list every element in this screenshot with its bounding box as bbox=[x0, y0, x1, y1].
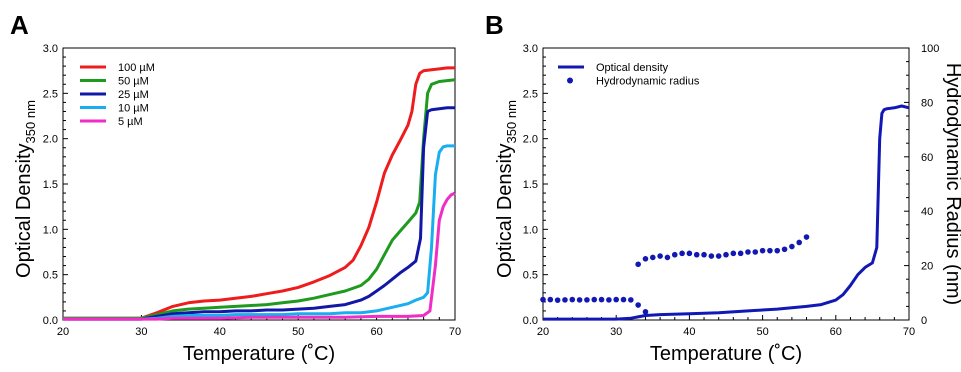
legend-label: Hydrodynamic radius bbox=[596, 76, 700, 88]
data-point bbox=[635, 261, 641, 268]
y-tick-label: 1.0 bbox=[523, 224, 538, 236]
legend-marker bbox=[567, 77, 573, 84]
data-point bbox=[547, 296, 554, 303]
data-point bbox=[540, 296, 546, 303]
data-point bbox=[671, 251, 678, 258]
x-tick-label: 70 bbox=[449, 326, 461, 338]
y-axis-label-sub: 350 nm bbox=[23, 100, 38, 143]
data-point bbox=[576, 297, 583, 303]
data-point bbox=[796, 239, 802, 246]
x-tick-label: 20 bbox=[57, 326, 69, 338]
data-point bbox=[591, 296, 598, 303]
data-point bbox=[803, 234, 810, 240]
data-point bbox=[759, 247, 766, 254]
x-tick-label: 30 bbox=[610, 326, 622, 338]
data-point bbox=[789, 243, 795, 250]
y2-tick-label: 40 bbox=[921, 206, 933, 218]
panel-a: A 20 30 40 50 60 70 0.0 0.5 1.0 1.5 2.0 2.5 3.0 Temper… bbox=[10, 10, 461, 365]
data-point bbox=[686, 250, 693, 257]
x-tick-label: 20 bbox=[537, 326, 549, 338]
y-tick-label: 0.5 bbox=[523, 270, 538, 282]
y-tick-label: 1.0 bbox=[43, 224, 58, 236]
legend-label: 50 µM bbox=[118, 76, 149, 88]
series-line bbox=[63, 191, 456, 321]
y-tick-label: 3.0 bbox=[43, 43, 58, 55]
panel-label: B bbox=[485, 10, 504, 40]
data-point bbox=[613, 296, 619, 303]
y2-axis-label: Hydrodynamic Radius (nm) bbox=[942, 63, 961, 305]
x-tick-label: 30 bbox=[135, 326, 147, 338]
data-point bbox=[774, 247, 781, 254]
data-point bbox=[715, 253, 722, 259]
data-point bbox=[628, 297, 634, 303]
series-line bbox=[63, 144, 455, 321]
y-tick-label: 1.5 bbox=[523, 179, 538, 191]
panel-label: A bbox=[10, 10, 29, 40]
x-axis-label: Temperature (˚C) bbox=[183, 343, 335, 365]
data-point bbox=[657, 253, 663, 259]
data-point bbox=[598, 296, 605, 303]
data-point bbox=[679, 250, 685, 257]
data-point bbox=[635, 302, 641, 308]
x-tick-label: 70 bbox=[903, 326, 915, 338]
data-point bbox=[650, 254, 656, 261]
data-point bbox=[781, 246, 788, 253]
y-tick-label: 2.5 bbox=[523, 88, 538, 100]
data-point bbox=[569, 296, 576, 303]
y-tick-label: 2.0 bbox=[523, 134, 538, 146]
x-tick-label: 40 bbox=[683, 326, 695, 338]
data-point bbox=[723, 251, 729, 258]
x-tick-label: 50 bbox=[292, 326, 304, 338]
data-point bbox=[693, 251, 700, 258]
series-line bbox=[543, 104, 910, 321]
y-axis-label-sub: 350 nm bbox=[504, 100, 519, 143]
y2-tick-label: 0 bbox=[921, 315, 927, 327]
y-tick-label: 2.5 bbox=[43, 88, 58, 100]
data-point bbox=[708, 253, 715, 259]
data-point bbox=[642, 255, 649, 262]
data-point bbox=[620, 296, 627, 303]
y-tick-label: 2.0 bbox=[43, 134, 58, 146]
y2-tick-label: 60 bbox=[921, 152, 933, 164]
y-tick-label: 0.0 bbox=[43, 315, 58, 327]
data-point bbox=[642, 309, 649, 315]
data-point bbox=[767, 247, 773, 254]
y-tick-label: 0.5 bbox=[43, 270, 58, 282]
x-tick-label: 60 bbox=[370, 326, 382, 338]
data-point bbox=[730, 250, 737, 257]
data-point bbox=[554, 297, 561, 303]
y-tick-label: 3.0 bbox=[523, 43, 538, 55]
panel-b: B 20 30 40 50 60 70 0.0 0.5 1.0 1.5 2.0 2.5 3.0 0 20 40 6… bbox=[485, 10, 961, 365]
legend-label: 5 µM bbox=[118, 116, 143, 128]
x-tick-label: 60 bbox=[830, 326, 842, 338]
series-line bbox=[63, 66, 455, 320]
y-tick-label: 1.5 bbox=[43, 179, 58, 191]
legend-label: 25 µM bbox=[118, 89, 149, 101]
x-tick-label: 50 bbox=[756, 326, 768, 338]
y-axis-label-main: Optical Density bbox=[13, 143, 35, 278]
y-axis-label: Optical Density350 nm bbox=[494, 100, 519, 278]
data-point bbox=[701, 251, 707, 258]
data-point bbox=[562, 297, 568, 303]
y2-tick-label: 100 bbox=[921, 43, 939, 55]
y2-tick-label: 20 bbox=[921, 261, 933, 273]
legend-label: 10 µM bbox=[118, 103, 149, 115]
data-point bbox=[606, 297, 612, 303]
x-tick-label: 40 bbox=[214, 326, 226, 338]
data-point bbox=[664, 254, 671, 261]
series-line bbox=[63, 106, 455, 321]
data-point bbox=[745, 249, 751, 255]
y-axis-label: Optical Density350 nm bbox=[13, 100, 38, 278]
data-point bbox=[752, 249, 759, 255]
y-axis-label-main: Optical Density bbox=[494, 143, 516, 278]
data-point bbox=[737, 250, 744, 257]
legend-label: 100 µM bbox=[118, 62, 155, 74]
y2-tick-label: 80 bbox=[921, 97, 933, 109]
x-axis-label: Temperature (˚C) bbox=[650, 343, 802, 365]
data-point bbox=[584, 297, 590, 303]
legend-label: Optical density bbox=[596, 62, 669, 74]
y-tick-label: 0.0 bbox=[523, 315, 538, 327]
